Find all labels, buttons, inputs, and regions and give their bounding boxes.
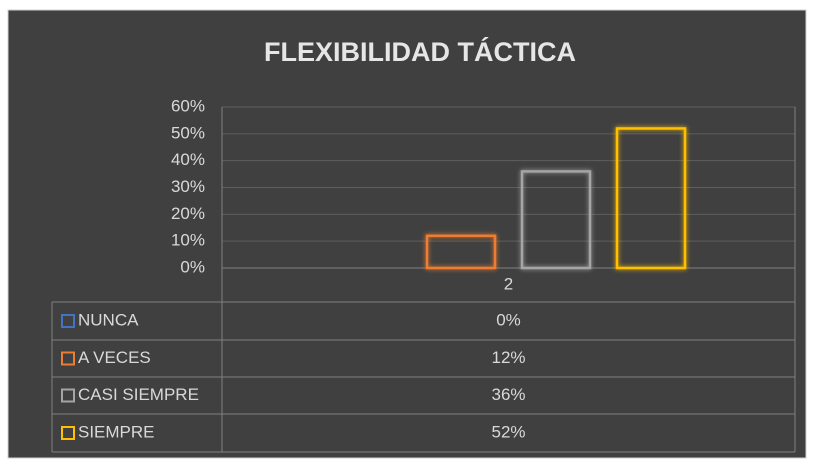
legend-label: SIEMPRE bbox=[78, 422, 155, 441]
y-tick-label: 50% bbox=[171, 123, 205, 142]
y-tick-label: 10% bbox=[171, 231, 205, 250]
bar bbox=[520, 170, 592, 270]
y-tick-label: 30% bbox=[171, 177, 205, 196]
data-label: 0% bbox=[496, 310, 521, 329]
legend-key bbox=[61, 426, 75, 440]
data-label: 36% bbox=[491, 385, 525, 404]
y-tick-label: 40% bbox=[171, 150, 205, 169]
data-label: 52% bbox=[491, 422, 525, 441]
y-tick-label: 0% bbox=[180, 257, 205, 276]
bar bbox=[615, 127, 687, 270]
legend-label: A VECES bbox=[78, 348, 151, 367]
chart-title: FLEXIBILIDAD TÁCTICA bbox=[264, 36, 576, 67]
y-tick-label: 60% bbox=[171, 96, 205, 115]
x-tick-label: 2 bbox=[504, 274, 513, 293]
legend-label: CASI SIEMPRE bbox=[78, 385, 199, 404]
legend-key bbox=[61, 388, 75, 403]
bar bbox=[425, 234, 497, 270]
legend-label: NUNCA bbox=[78, 310, 139, 329]
legend-key bbox=[61, 351, 75, 366]
chart-area bbox=[7, 9, 807, 459]
data-label: 12% bbox=[491, 348, 525, 367]
y-tick-label: 20% bbox=[171, 204, 205, 223]
legend-key bbox=[61, 314, 75, 328]
